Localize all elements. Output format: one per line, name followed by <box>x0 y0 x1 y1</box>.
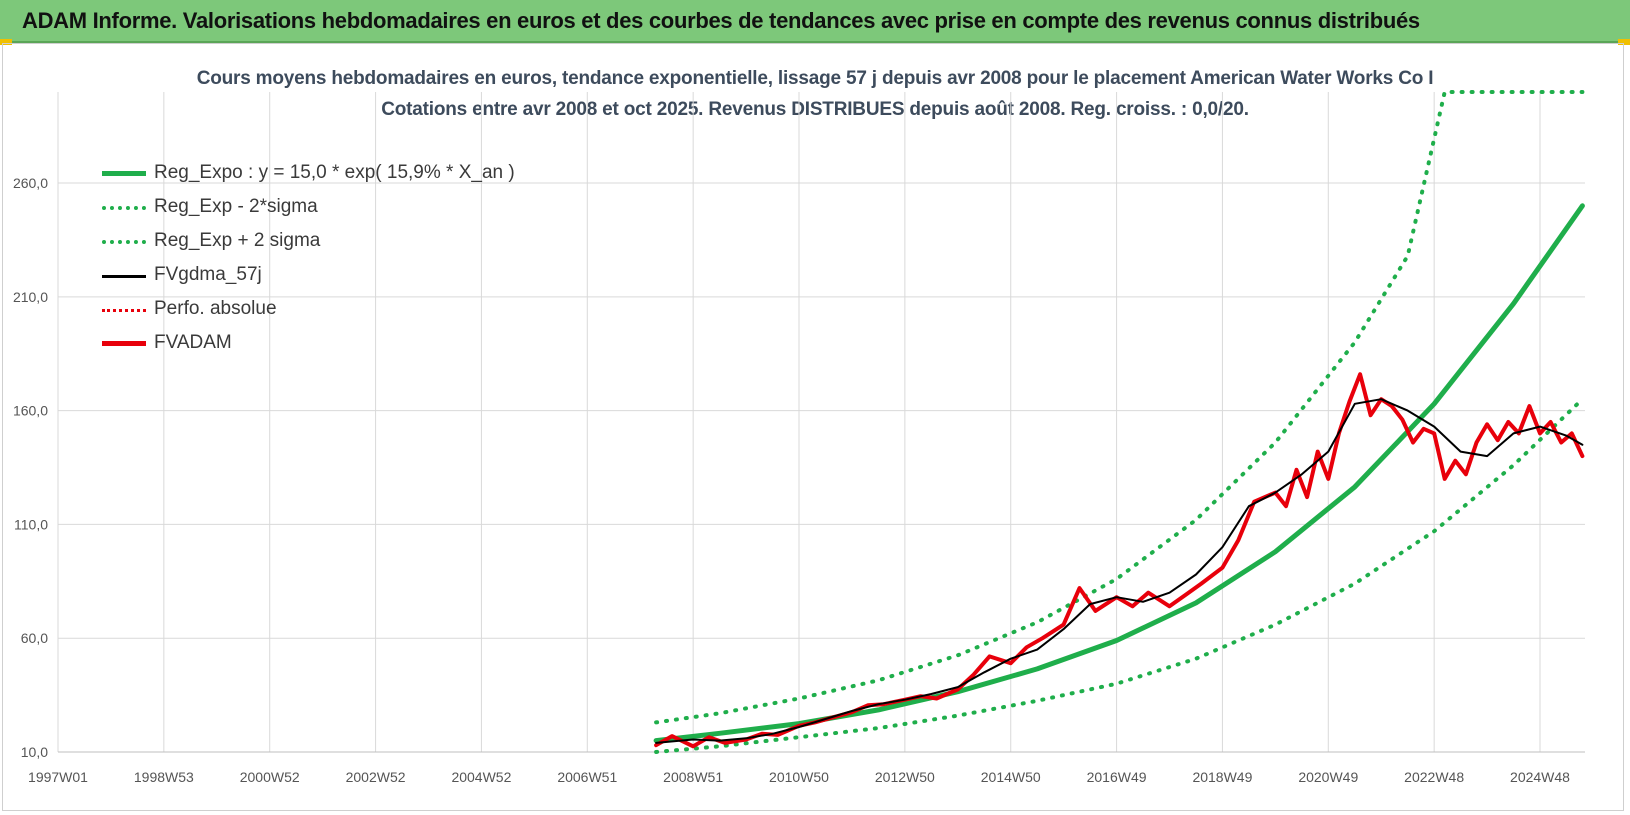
series-reg-expo <box>653 203 1585 744</box>
x-tick-label: 2002W52 <box>346 769 406 785</box>
legend-swatch <box>102 206 146 210</box>
x-tick-label: 2012W50 <box>875 769 935 785</box>
legend-label: Reg_Expo : y = 15,0 * exp( 15,9% * X_an … <box>154 162 515 183</box>
x-tick-label: 2022W48 <box>1404 769 1464 785</box>
legend-swatch <box>102 275 146 278</box>
y-tick-label: 60,0 <box>21 630 48 646</box>
y-tick-label: 260,0 <box>13 175 48 191</box>
x-tick-label: 2024W48 <box>1510 769 1570 785</box>
legend-label: FVgdma_57j <box>154 264 262 285</box>
legend-swatch <box>102 341 146 346</box>
x-tick-label: 2018W49 <box>1192 769 1252 785</box>
y-tick-label: 210,0 <box>13 289 48 305</box>
series-reg-exp-minus-2sigma <box>654 397 1585 754</box>
legend-swatch <box>102 309 146 312</box>
legend-label: Reg_Exp + 2 sigma <box>154 230 321 251</box>
x-tick-label: 2016W49 <box>1087 769 1147 785</box>
x-tick-label: 1998W53 <box>134 769 194 785</box>
legend-label: FVADAM <box>154 332 232 353</box>
y-tick-label: 110,0 <box>14 516 48 532</box>
x-tick-label: 2010W50 <box>769 769 829 785</box>
legend-label: Reg_Exp - 2*sigma <box>154 196 318 217</box>
series-fvgdma-57j <box>655 398 1584 744</box>
x-tick-label: 2004W52 <box>451 769 511 785</box>
x-tick-label: 2006W51 <box>557 769 617 785</box>
legend-label: Perfo. absolue <box>154 298 277 319</box>
chart-subtitle: Cotations entre avr 2008 et oct 2025. Re… <box>381 99 1249 120</box>
y-tick-label: 10,0 <box>21 744 48 760</box>
legend-swatch <box>102 171 146 176</box>
chart-frame <box>2 43 1624 811</box>
legend-swatch <box>102 240 146 244</box>
corner-marker <box>1618 39 1630 45</box>
series-reg-exp-plus-2sigma <box>654 90 1585 725</box>
header-banner: ADAM Informe. Valorisations hebdomadaire… <box>0 0 1630 43</box>
x-tick-label: 1997W01 <box>28 769 88 785</box>
page-title: ADAM Informe. Valorisations hebdomadaire… <box>22 8 1420 33</box>
chart-title: Cours moyens hebdomadaires en euros, ten… <box>196 68 1434 89</box>
y-tick-label: 160,0 <box>13 403 48 419</box>
x-tick-label: 2000W52 <box>240 769 300 785</box>
x-tick-label: 2014W50 <box>981 769 1041 785</box>
x-tick-label: 2020W49 <box>1298 769 1358 785</box>
series-fvadam <box>654 372 1585 749</box>
x-tick-label: 2008W51 <box>663 769 723 785</box>
corner-marker <box>0 39 12 45</box>
